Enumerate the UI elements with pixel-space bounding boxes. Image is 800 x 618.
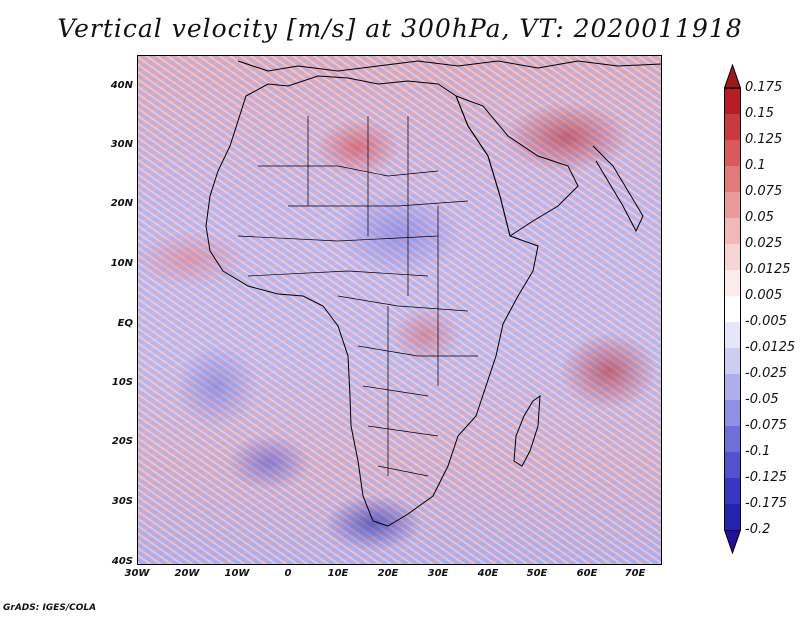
lat-label-10n: 10N bbox=[110, 258, 133, 269]
chart-title: Vertical velocity [m/s] at 300hPa, VT: 2… bbox=[57, 14, 743, 43]
madagascar-coastline bbox=[513, 394, 541, 467]
colorbar-segment bbox=[724, 244, 741, 270]
colorbar-segment bbox=[724, 478, 741, 504]
colorbar-label: 0.0125 bbox=[745, 262, 791, 277]
colorbar-segment bbox=[724, 166, 741, 192]
country-borders bbox=[237, 116, 478, 477]
colorbar-label: -0.05 bbox=[745, 392, 779, 407]
map-panel bbox=[137, 55, 662, 565]
colorbar-segment bbox=[724, 348, 741, 374]
colorbar-segment bbox=[724, 218, 741, 244]
lat-label-eq: EQ bbox=[117, 318, 133, 329]
colorbar-label: 0.025 bbox=[745, 236, 783, 251]
lat-label-20s: 20S bbox=[111, 436, 133, 447]
lat-label-40s: 40S bbox=[111, 556, 133, 567]
colorbar-segment bbox=[724, 452, 741, 478]
colorbar-segment bbox=[724, 192, 741, 218]
vertical-velocity-field bbox=[138, 56, 661, 564]
africa-coastline bbox=[205, 75, 539, 527]
lon-label-10w: 10W bbox=[224, 568, 250, 579]
europe-coastline bbox=[237, 60, 661, 72]
colorbar-label: -0.0125 bbox=[745, 340, 796, 355]
lat-label-10s: 10S bbox=[111, 377, 133, 388]
colorbar-bottom-arrow bbox=[724, 530, 741, 554]
colorbar-top-arrow bbox=[724, 64, 741, 88]
colorbar-label: -0.175 bbox=[745, 496, 787, 511]
colorbar-segment bbox=[724, 400, 741, 426]
lon-label-40e: 40E bbox=[477, 568, 499, 579]
colorbar-segment bbox=[724, 88, 741, 115]
colorbar-label: -0.075 bbox=[745, 418, 787, 433]
colorbar-segment bbox=[724, 140, 741, 166]
lon-label-70e: 70E bbox=[624, 568, 646, 579]
india-coastline bbox=[592, 145, 644, 233]
lon-label-30w: 30W bbox=[124, 568, 150, 579]
lon-label-50e: 50E bbox=[526, 568, 548, 579]
lat-label-40n: 40N bbox=[110, 80, 133, 91]
colorbar-segment bbox=[724, 270, 741, 296]
colorbar-label: -0.125 bbox=[745, 470, 787, 485]
colorbar-label: 0.15 bbox=[745, 106, 774, 121]
colorbar-label: 0.075 bbox=[745, 184, 783, 199]
colorbar-label: -0.025 bbox=[745, 366, 787, 381]
lon-label-10e: 10E bbox=[327, 568, 349, 579]
arabia-coastline bbox=[455, 95, 579, 237]
colorbar-label: -0.2 bbox=[745, 522, 771, 537]
colorbar-label: 0.05 bbox=[745, 210, 774, 225]
lon-label-30e: 30E bbox=[427, 568, 449, 579]
colorbar-segment bbox=[724, 426, 741, 452]
coastlines-and-borders bbox=[205, 60, 661, 527]
colorbar-segment bbox=[724, 114, 741, 140]
colorbar-segment bbox=[724, 374, 741, 400]
colorbar-label: 0.125 bbox=[745, 132, 783, 147]
lon-label-0: 0 bbox=[284, 568, 292, 579]
colorbar-label: 0.005 bbox=[745, 288, 783, 303]
lat-label-30s: 30S bbox=[111, 496, 133, 507]
colorbar-label: -0.005 bbox=[745, 314, 787, 329]
colorbar-label: 0.1 bbox=[745, 158, 766, 173]
colorbar-label: -0.1 bbox=[745, 444, 771, 459]
colorbar-segment bbox=[724, 296, 741, 322]
grads-credit: GrADS: IGES/COLA bbox=[3, 603, 97, 613]
lon-label-20w: 20W bbox=[174, 568, 200, 579]
lon-label-20e: 20E bbox=[377, 568, 399, 579]
colorbar-segment bbox=[724, 322, 741, 348]
colorbar-label: 0.175 bbox=[745, 80, 783, 95]
lon-label-60e: 60E bbox=[576, 568, 598, 579]
lat-label-30n: 30N bbox=[110, 139, 133, 150]
colorbar-segment bbox=[724, 504, 741, 530]
lat-label-20n: 20N bbox=[110, 198, 133, 209]
